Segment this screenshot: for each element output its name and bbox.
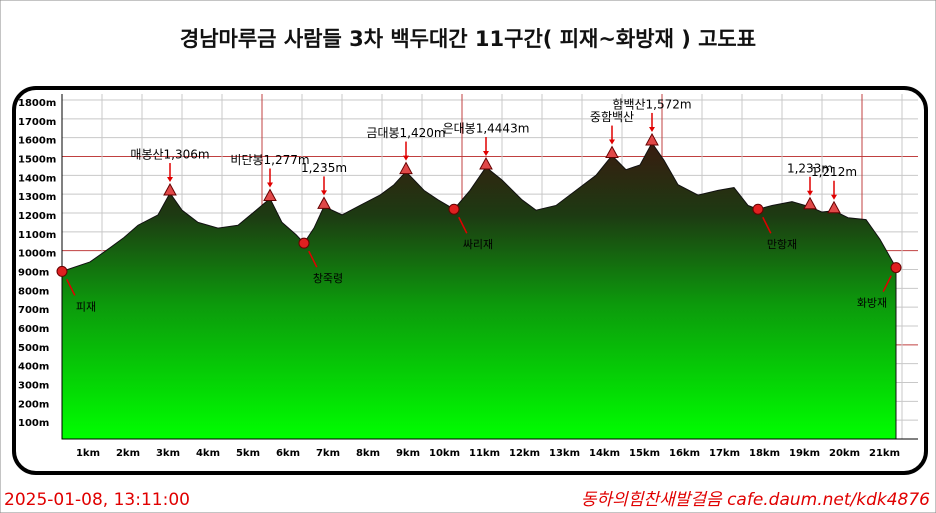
peak-marker — [317, 196, 331, 209]
x-tick-label: 1km — [76, 448, 100, 459]
pass-marker — [890, 262, 902, 274]
annotation-arrow — [882, 275, 892, 292]
arrow-head — [609, 139, 615, 145]
y-tick-label: 200m — [18, 399, 49, 410]
arrow-head — [267, 182, 273, 188]
y-tick-label: 500m — [18, 343, 49, 354]
x-tick-label: 4km — [196, 448, 220, 459]
peak-label: 비단봉1,277m — [230, 153, 309, 167]
arrow-head — [831, 194, 837, 200]
peak-label: 중함백산 — [590, 110, 634, 124]
annotation-arrow — [458, 216, 468, 234]
x-tick-label: 8km — [356, 448, 380, 459]
chart-title: 경남마루금 사람들 3차 백두대간 11구간( 피재~화방재 ) 고도표 — [180, 27, 756, 51]
arrow-head — [321, 190, 327, 196]
arrow-head — [807, 190, 813, 196]
y-tick-label: 1300m — [18, 192, 56, 203]
pass-marker — [752, 203, 764, 215]
peak-label: 함백산1,572m — [612, 97, 691, 111]
x-tick-label: 21km — [869, 448, 900, 459]
peak-label: 은대봉1,4443m — [443, 122, 530, 136]
x-tick-label: 18km — [749, 448, 780, 459]
watermark: 동하의힘찬새발걸음 cafe.daum.net/kdk4876 — [581, 490, 930, 510]
peak-label: 1,233m — [787, 161, 833, 175]
peak-marker — [803, 196, 817, 210]
arrow-head — [649, 126, 655, 132]
pass-label: 창죽령 — [313, 272, 343, 285]
pass-marker — [448, 203, 460, 215]
arrow-head — [483, 151, 489, 157]
y-tick-label: 300m — [18, 381, 49, 392]
x-tick-label: 19km — [789, 448, 820, 459]
y-tick-label: 800m — [18, 286, 49, 297]
y-tick-label: 1600m — [18, 136, 56, 147]
pass-label: 만항재 — [767, 238, 797, 251]
peak-label: 금대봉1,420m — [366, 126, 445, 140]
arrow-head — [403, 155, 409, 161]
x-tick-label: 7km — [316, 448, 340, 459]
x-tick-label: 20km — [829, 448, 860, 459]
peak-marker — [605, 145, 619, 159]
peak-marker — [399, 161, 413, 175]
y-tick-label: 600m — [18, 324, 49, 335]
pass-label: 싸리재 — [463, 238, 493, 251]
x-tick-label: 11km — [469, 448, 500, 459]
annotation-arrow — [66, 279, 76, 296]
pass-label: 화방재 — [857, 297, 887, 310]
peak-marker — [645, 132, 659, 146]
elevation-area — [61, 141, 897, 440]
x-tick-label: 9km — [396, 448, 420, 459]
annotation-arrow — [762, 216, 772, 234]
peak-marker — [263, 188, 277, 201]
y-tick-label: 1200m — [18, 211, 56, 222]
arrow-head — [167, 177, 173, 183]
x-tick-label: 2km — [116, 448, 140, 459]
x-tick-label: 15km — [629, 448, 660, 459]
x-tick-label: 17km — [709, 448, 740, 459]
peak-marker — [479, 157, 493, 170]
x-tick-label: 13km — [549, 448, 580, 459]
annotation-arrow — [308, 250, 318, 268]
peak-label: 1,212m — [811, 165, 857, 179]
peak-marker — [827, 200, 841, 214]
pass-marker — [56, 265, 68, 277]
y-tick-label: 1700m — [18, 117, 56, 128]
y-tick-label: 1500m — [18, 155, 56, 166]
x-tick-label: 5km — [236, 448, 260, 459]
y-tick-label: 1000m — [18, 249, 56, 260]
peak-label: 매봉산1,306m — [130, 148, 209, 162]
y-tick-label: 1400m — [18, 173, 56, 184]
y-tick-label: 1800m — [18, 98, 56, 109]
y-tick-label: 400m — [18, 362, 49, 373]
x-tick-label: 12km — [509, 448, 540, 459]
pass-label: 피재 — [76, 300, 96, 313]
timestamp: 2025-01-08, 13:11:00 — [4, 490, 190, 510]
peak-label: 1,235m — [301, 161, 347, 175]
x-tick-label: 3km — [156, 448, 180, 459]
x-tick-label: 16km — [669, 448, 700, 459]
y-tick-label: 100m — [18, 418, 49, 429]
peak-marker — [163, 182, 177, 196]
y-tick-label: 700m — [18, 305, 49, 316]
x-tick-label: 14km — [589, 448, 620, 459]
y-tick-label: 1100m — [18, 230, 56, 241]
x-tick-label: 10km — [429, 448, 460, 459]
x-tick-label: 6km — [276, 448, 300, 459]
y-tick-label: 900m — [18, 268, 49, 279]
pass-marker — [298, 237, 310, 249]
